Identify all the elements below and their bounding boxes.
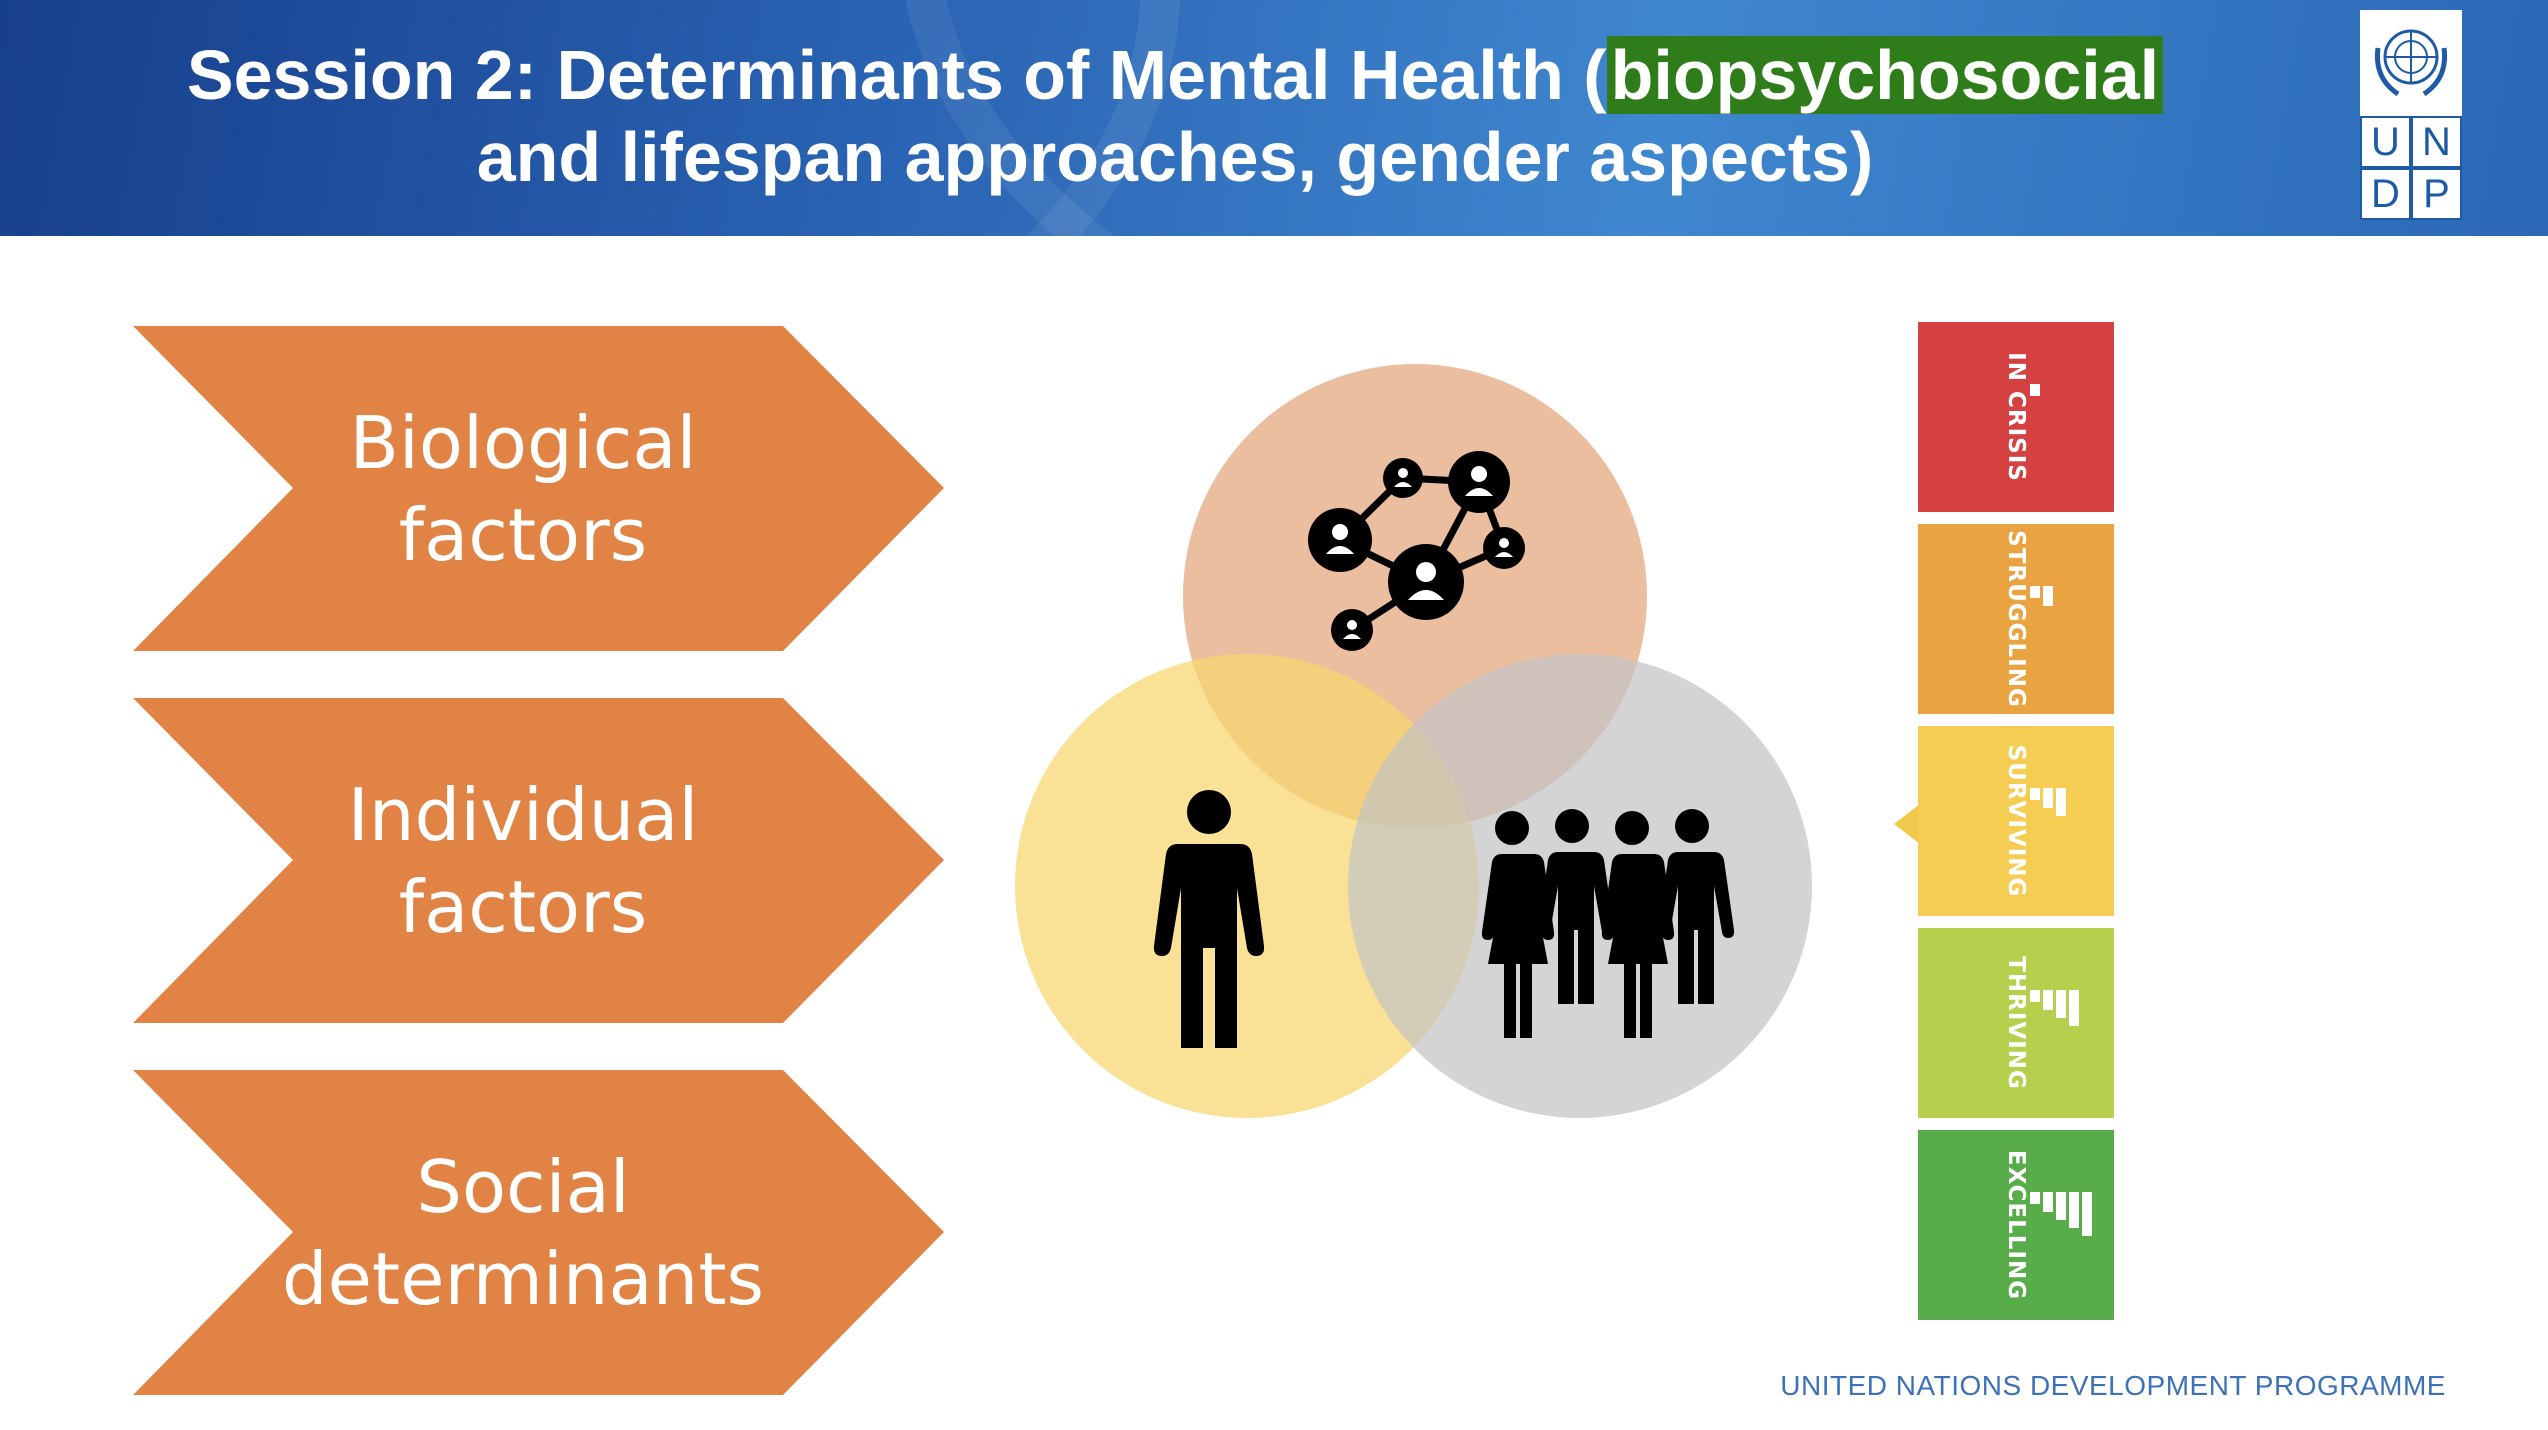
- scale-level-label: THRIVING: [2003, 956, 2029, 1090]
- header-banner: Session 2: Determinants of Mental Health…: [0, 0, 2548, 236]
- logo-letter: P: [2411, 168, 2462, 220]
- venn-diagram: [1015, 364, 1812, 1118]
- un-emblem-icon: [2374, 29, 2448, 97]
- chevron-shape: [133, 1070, 944, 1395]
- scale-level-label: SURVIVING: [2003, 744, 2029, 898]
- level-bars-icon: [2030, 384, 2040, 396]
- selected-level-pointer: [1894, 804, 1920, 844]
- chevron-individual-factors: Individual factors: [133, 698, 944, 1023]
- slide-title: Session 2: Determinants of Mental Health…: [60, 34, 2290, 198]
- level-bars-icon: [2030, 586, 2053, 606]
- chevron-label-line1: Individual: [347, 772, 699, 857]
- chevron-label-line2: factors: [398, 864, 648, 949]
- level-bars-icon: [2030, 788, 2066, 816]
- chevron-label: Social determinants: [263, 1070, 783, 1395]
- group-of-people-icon: [1481, 809, 1735, 1038]
- title-line2: and lifespan approaches, gender aspects): [476, 118, 1874, 196]
- chevron-label: Biological factors: [263, 326, 783, 651]
- person-icon: [1153, 790, 1265, 1048]
- scale-level-in-crisis: IN CRISIS: [1918, 322, 2114, 512]
- network-node-avatars: [1326, 466, 1513, 639]
- chevron-shape: [133, 698, 944, 1023]
- undp-letter-grid: U N D P: [2360, 116, 2462, 220]
- chevron-label-line1: Biological: [349, 400, 697, 485]
- undp-logo: U N D P: [2360, 10, 2462, 220]
- logo-letter: U: [2360, 116, 2411, 168]
- title-line1: Session 2: Determinants of Mental Health…: [186, 36, 1607, 114]
- scale-level-struggling: STRUGGLING: [1918, 524, 2114, 714]
- logo-letter: D: [2360, 168, 2411, 220]
- chevron-label-line2: factors: [398, 492, 648, 577]
- chevron-social-determinants: Social determinants: [133, 1070, 944, 1395]
- footer-organization-name: UNITED NATIONS DEVELOPMENT PROGRAMME: [1780, 1370, 2446, 1401]
- chevron-label-line1: Social: [416, 1144, 630, 1229]
- chevron-label-line2: determinants: [281, 1236, 765, 1321]
- scale-level-thriving: THRIVING: [1918, 928, 2114, 1118]
- chevron-biological-factors: Biological factors: [133, 326, 944, 651]
- title-highlight: biopsychosocial: [1606, 36, 2164, 114]
- scale-level-excelling: EXCELLING: [1918, 1130, 2114, 1320]
- scale-level-label: EXCELLING: [2003, 1149, 2029, 1301]
- logo-letter: N: [2411, 116, 2462, 168]
- scale-level-surviving: SURVIVING: [1918, 726, 2114, 916]
- level-bars-icon: [2030, 1192, 2092, 1236]
- scale-level-label: IN CRISIS: [2003, 352, 2029, 482]
- chevron-shape: [133, 326, 944, 651]
- chevron-label: Individual factors: [263, 698, 783, 1023]
- level-bars-icon: [2030, 990, 2079, 1026]
- scale-level-label: STRUGGLING: [2003, 530, 2029, 708]
